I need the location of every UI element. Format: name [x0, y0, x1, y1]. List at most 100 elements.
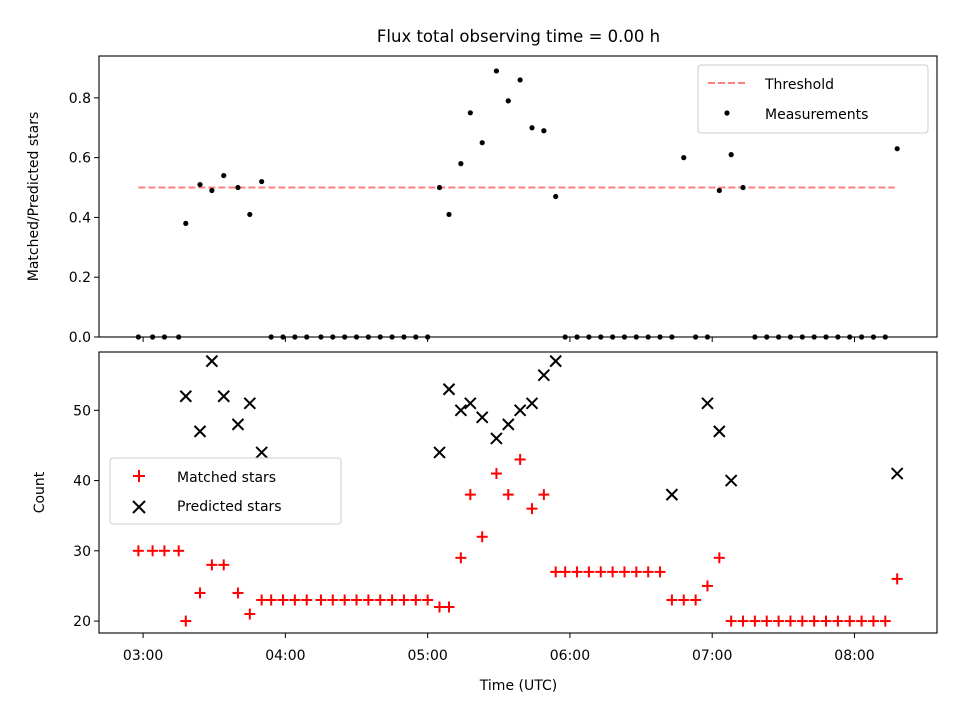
predicted-star-marker [537, 368, 551, 382]
x-tick-label: 03:00 [123, 648, 163, 664]
bottom-legend-box [109, 457, 342, 525]
top-legend: Threshold Measurements [697, 64, 929, 134]
matched-star-marker [147, 545, 159, 557]
matched-star-marker [642, 566, 654, 578]
matched-star-marker [173, 545, 185, 557]
measurement-point [517, 77, 523, 83]
measurement-point [894, 146, 900, 152]
measurement-point [209, 187, 215, 194]
measurement-point [221, 172, 227, 179]
matched-star-marker [550, 566, 562, 578]
matched-star-marker [725, 615, 737, 627]
measurement-point [259, 178, 265, 185]
matched-star-marker [455, 552, 467, 564]
matched-star-marker [514, 453, 526, 465]
top-plot-area: 0.0 0.2 0.4 0.6 0.8 [69, 55, 938, 346]
matched-star-marker [820, 615, 832, 627]
matched-star-marker [351, 594, 363, 606]
matched-stars-points [132, 453, 903, 627]
measurement-point [529, 125, 535, 131]
matched-star-marker [265, 594, 277, 606]
bottom-x-ticks: 03:00 04:00 05:00 06:00 07:00 08:00 [123, 633, 875, 664]
predicted-star-marker [475, 411, 489, 424]
matched-star-marker [410, 594, 422, 606]
x-tick-label: 05:00 [407, 648, 447, 664]
y-tick-label: 0.6 [69, 151, 91, 167]
measurement-point [467, 110, 473, 116]
predicted-star-marker [701, 397, 714, 410]
matched-star-marker [443, 601, 455, 613]
top-plot-frame [98, 55, 938, 338]
matched-star-marker [422, 594, 434, 606]
matched-star-marker [832, 615, 844, 627]
predicted-star-marker [549, 354, 562, 368]
predicted-star-marker [217, 390, 230, 403]
matched-star-marker [559, 566, 571, 578]
matched-star-marker [749, 615, 761, 627]
bottom-plot-frame [98, 351, 938, 634]
predicted-star-marker [724, 474, 738, 487]
predicted-star-marker [454, 404, 468, 417]
measurement-point [728, 152, 734, 158]
matched-star-marker [256, 594, 268, 606]
legend-threshold-label: Threshold [764, 77, 834, 93]
matched-star-marker [737, 615, 749, 627]
matched-star-marker [180, 615, 192, 627]
y-tick-label: 0.2 [69, 270, 91, 286]
predicted-star-marker [525, 397, 539, 410]
legend-matched-swatch [133, 470, 145, 482]
matched-star-marker [289, 594, 301, 606]
matched-star-marker [398, 594, 410, 606]
bottom-y-axis-label: Count [32, 471, 48, 513]
legend-measurements-swatch [724, 110, 730, 116]
matched-star-marker [666, 594, 678, 606]
measurement-point [183, 220, 189, 227]
matched-star-marker [374, 594, 386, 606]
matched-star-marker [891, 573, 903, 585]
predicted-star-marker [433, 446, 446, 459]
matched-star-marker [761, 615, 773, 627]
matched-star-marker [218, 559, 230, 571]
measurement-point [458, 161, 464, 167]
matched-star-marker [654, 566, 666, 578]
top-legend-box [697, 64, 929, 134]
bottom-plot-area: 20 30 40 50 03:00 04:00 05:00 06:00 07:00 08:00 [73, 351, 938, 664]
matched-star-marker [132, 545, 144, 557]
matched-star-marker [571, 566, 583, 578]
legend-predicted-swatch [132, 500, 146, 514]
y-tick-label: 0.4 [69, 210, 91, 226]
matched-star-marker [595, 566, 607, 578]
measurement-point [541, 128, 547, 134]
bottom-legend: Matched stars Predicted stars [109, 457, 342, 525]
matched-star-marker [526, 503, 538, 515]
y-tick-label: 0.8 [69, 91, 91, 107]
x-tick-label: 06:00 [550, 648, 590, 664]
matched-star-marker [713, 552, 725, 564]
matched-star-marker [194, 587, 206, 599]
matched-star-marker [362, 594, 374, 606]
measurement-point [446, 211, 452, 218]
measurement-point [553, 193, 559, 200]
x-tick-label: 08:00 [834, 648, 874, 664]
matched-star-marker [773, 615, 785, 627]
matched-star-marker [678, 594, 690, 606]
matched-star-marker [618, 566, 630, 578]
matched-star-marker [464, 489, 476, 501]
legend-measurements-label: Measurements [765, 107, 868, 123]
matched-star-marker [232, 587, 244, 599]
matched-star-marker [386, 594, 398, 606]
measurement-point [197, 181, 203, 188]
matched-star-marker [502, 489, 514, 501]
matched-star-marker [856, 615, 868, 627]
matched-star-marker [867, 615, 879, 627]
matched-star-marker [301, 594, 313, 606]
matched-star-marker [476, 531, 488, 543]
predicted-star-marker [231, 418, 245, 431]
matched-star-marker [315, 594, 327, 606]
matched-star-marker [206, 559, 218, 571]
predicted-star-marker [713, 425, 726, 438]
measurement-point [740, 184, 746, 191]
predicted-stars-points [179, 354, 904, 501]
matched-star-marker [490, 468, 502, 480]
